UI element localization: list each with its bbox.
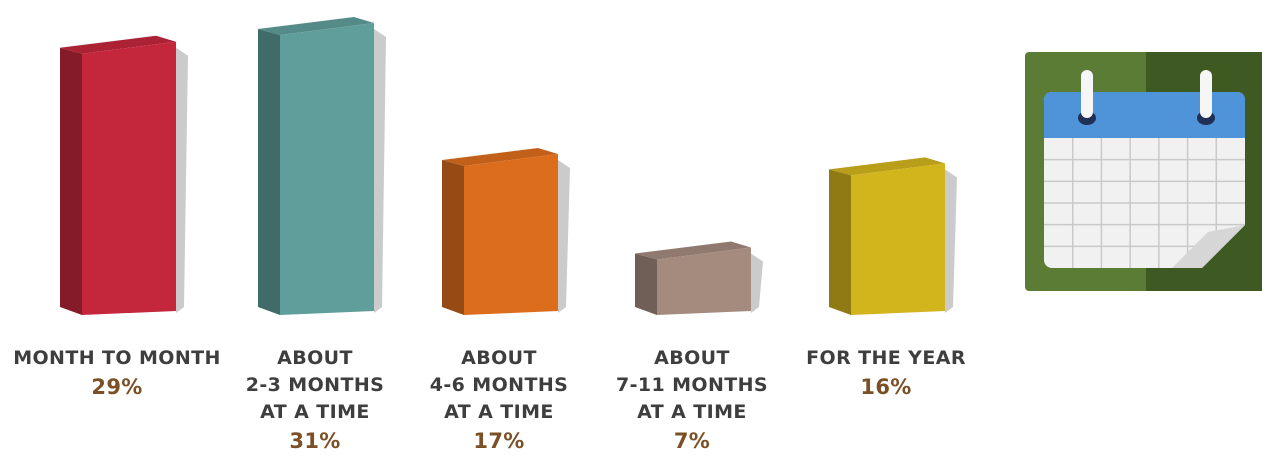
category-label-3: ABOUT 4-6 MONTHS AT A TIME 17% xyxy=(389,345,609,456)
bar-top-face xyxy=(60,35,176,54)
bar-front-face xyxy=(851,163,945,315)
bar-front-face xyxy=(82,41,176,315)
calendar-header xyxy=(1044,92,1245,138)
data-label: 16% xyxy=(860,375,912,399)
bar-side-face xyxy=(829,169,851,315)
tick-label: 2-3 MONTHS xyxy=(245,374,385,396)
tick-label: ABOUT xyxy=(461,347,537,369)
tick-label: FOR THE YEAR xyxy=(806,347,966,369)
bar-shadow xyxy=(374,29,386,313)
bar-side-face xyxy=(258,29,280,315)
data-label: 29% xyxy=(91,375,143,399)
tick-label: ABOUT xyxy=(654,347,730,369)
bar-side-face xyxy=(60,47,82,315)
category-label-1: MONTH TO MONTH 29% xyxy=(7,345,227,402)
calendar-ring xyxy=(1081,70,1093,118)
bar-5 xyxy=(829,157,957,315)
tick-label: AT A TIME xyxy=(444,401,554,423)
bar-front-face xyxy=(657,247,751,315)
data-label: 7% xyxy=(673,429,711,453)
bar-shadow xyxy=(176,47,188,313)
page-curl-fold xyxy=(1172,225,1245,268)
bar-4 xyxy=(635,241,763,315)
category-label-2: ABOUT 2-3 MONTHS AT A TIME 31% xyxy=(205,345,425,456)
bar-top-face xyxy=(258,17,374,35)
category-label-4: ABOUT 7-11 MONTHS AT A TIME 7% xyxy=(582,345,802,456)
tick-label: AT A TIME xyxy=(637,401,747,423)
bar-top-face xyxy=(829,157,945,176)
bar-2 xyxy=(258,17,386,315)
calendar-icon xyxy=(1025,52,1262,291)
data-label: 31% xyxy=(289,429,341,453)
tick-label: MONTH TO MONTH xyxy=(13,347,221,369)
tick-label: AT A TIME xyxy=(260,401,370,423)
bar-front-face xyxy=(464,153,558,315)
calendar-ring xyxy=(1200,70,1212,118)
bar-side-face xyxy=(442,159,464,315)
bar-side-face xyxy=(635,253,657,315)
bar-shadow xyxy=(751,253,763,313)
bar-shadow xyxy=(945,169,957,313)
data-label: 17% xyxy=(473,429,525,453)
bar-front-face xyxy=(280,23,374,315)
tick-label: 4-6 MONTHS xyxy=(429,374,569,396)
bar-1 xyxy=(60,35,188,315)
tick-label: 7-11 MONTHS xyxy=(615,374,769,396)
tick-label: ABOUT xyxy=(277,347,353,369)
category-label-5: FOR THE YEAR 16% xyxy=(776,345,996,402)
bar-top-face xyxy=(635,241,751,260)
bars-group xyxy=(60,17,957,315)
bar-3 xyxy=(442,147,570,315)
bar-shadow xyxy=(558,159,570,313)
bar-top-face xyxy=(442,147,558,166)
